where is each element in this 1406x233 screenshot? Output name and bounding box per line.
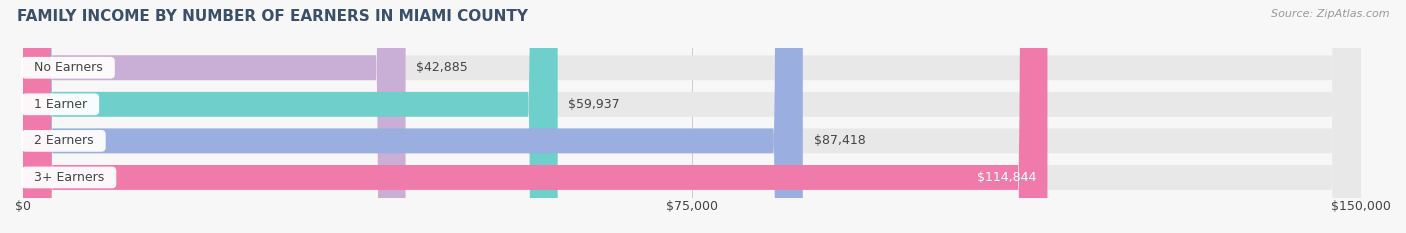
FancyBboxPatch shape [22,0,1361,233]
Text: $114,844: $114,844 [977,171,1036,184]
Text: No Earners: No Earners [25,61,111,74]
Text: 3+ Earners: 3+ Earners [25,171,112,184]
FancyBboxPatch shape [22,0,558,233]
FancyBboxPatch shape [22,0,1361,233]
FancyBboxPatch shape [22,0,803,233]
Text: $87,418: $87,418 [814,134,865,147]
FancyBboxPatch shape [22,0,1361,233]
Text: $42,885: $42,885 [416,61,468,74]
FancyBboxPatch shape [22,0,1047,233]
Text: FAMILY INCOME BY NUMBER OF EARNERS IN MIAMI COUNTY: FAMILY INCOME BY NUMBER OF EARNERS IN MI… [17,9,527,24]
FancyBboxPatch shape [22,0,405,233]
Text: 1 Earner: 1 Earner [25,98,94,111]
Text: Source: ZipAtlas.com: Source: ZipAtlas.com [1271,9,1389,19]
FancyBboxPatch shape [22,0,1361,233]
Text: $59,937: $59,937 [568,98,620,111]
Text: 2 Earners: 2 Earners [25,134,101,147]
